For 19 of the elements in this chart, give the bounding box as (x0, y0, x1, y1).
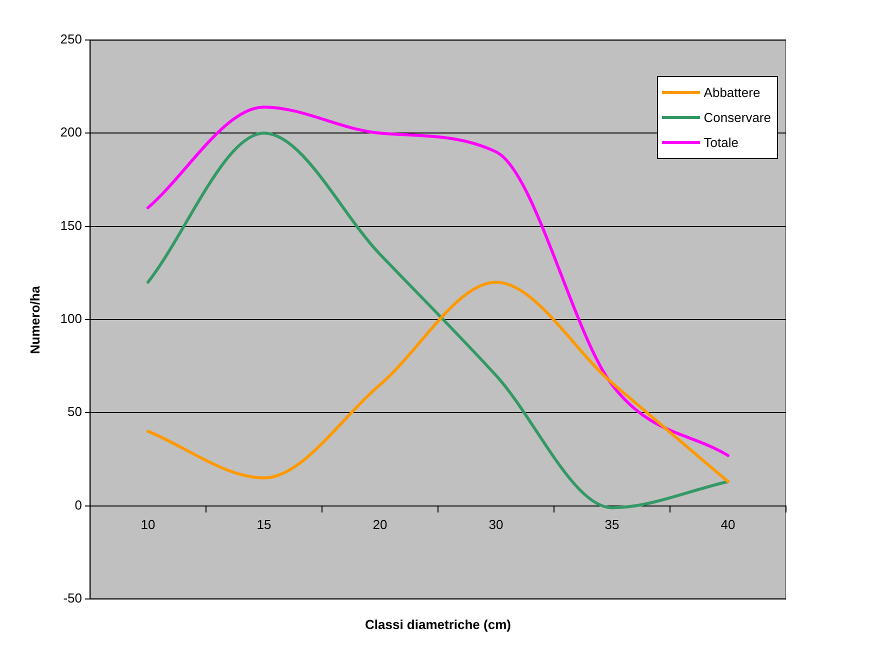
y-tick-label: 50 (68, 404, 82, 420)
x-tick-label: 40 (720, 517, 736, 532)
legend-label: Conservare (704, 110, 771, 125)
x-tick-label: 20 (372, 517, 388, 532)
y-tick-label: 200 (60, 124, 82, 140)
y-tick-label: 0 (74, 497, 82, 512)
legend-label: Abbattere (704, 85, 760, 100)
x-tick-label: 10 (140, 517, 156, 532)
y-tick-label: 150 (60, 218, 82, 233)
x-tick-label: 35 (604, 517, 620, 532)
x-tick-label: 30 (488, 517, 504, 532)
y-tick-label: -50 (63, 590, 82, 606)
line-series (146, 280, 730, 484)
y-axis-title: Numero/ha (28, 286, 42, 354)
legend-label: Totale (704, 135, 738, 150)
y-tick-label: 100 (60, 311, 82, 326)
x-tick-label: 15 (256, 517, 272, 532)
y-tick-label: 250 (60, 32, 82, 47)
x-axis-title: Classi diametriche (cm) (364, 617, 512, 632)
